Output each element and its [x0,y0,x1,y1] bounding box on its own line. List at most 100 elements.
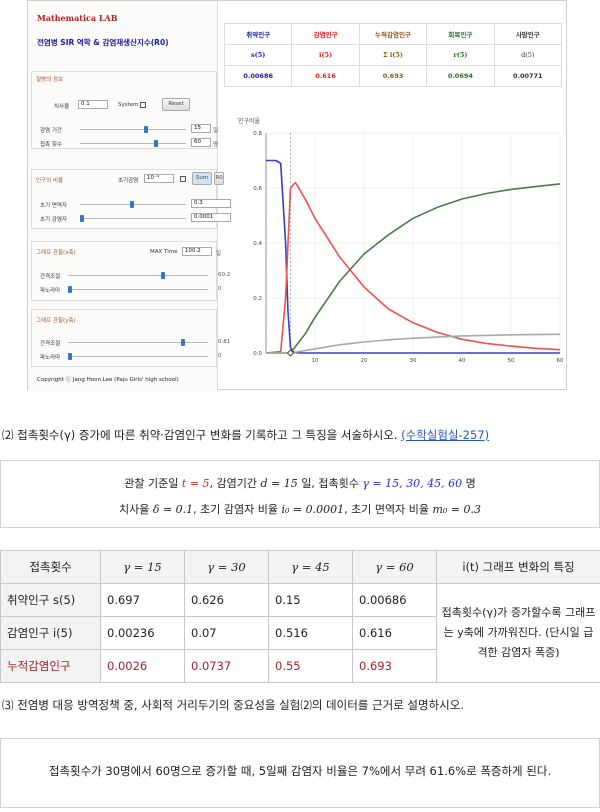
conditions-line-1: 관찰 기준일 t = 5, 감염기간 d = 15 일, 접촉횟수 γ = 15… [1,475,599,491]
fatality-input[interactable]: 0.1 [78,100,108,109]
x-interval-value: 60.2 [218,272,231,278]
x-tick-label: 60 [557,358,564,364]
infection-period-slider[interactable] [80,126,186,133]
y-tick-label: 0.6 [253,186,262,192]
cell: 0.00686 [352,583,437,617]
y-pan-slider[interactable] [68,353,208,360]
header-gamma: γ = 60 [352,550,437,584]
interval-label: 간격조절 [40,341,61,347]
sum-button[interactable]: Sum [192,172,212,185]
x-pan-slider[interactable] [68,286,208,293]
cond-delta: δ = 0.1 [152,503,194,516]
slider-thumb[interactable] [68,286,72,293]
cond-t: t = 5 [181,477,210,490]
value-i: 0.616 [291,65,360,87]
infection-period-input[interactable]: 15 [191,124,211,133]
immune-input[interactable]: 0.3 [191,199,231,208]
cond-m0: m₀ = 0.3 [432,503,482,516]
y-axis-label: 인구비율 [238,117,261,125]
slider-thumb[interactable] [144,126,148,133]
system-label: System [118,102,139,108]
header-cumulative: 누적감염인구 [358,23,428,45]
unit-person: 명 [213,142,219,148]
series-line [266,183,561,354]
sum-checkbox[interactable] [180,176,186,182]
infected-slider[interactable] [80,215,186,222]
conditions-line-2: 치사율 δ = 0.1, 초기 감염자 비율 i₀ = 0.0001, 초기 면… [1,501,599,517]
header-susceptible: 취약인구 [223,23,293,45]
sir-app-panel: Mathematica LAB 전염병 SIR 역학 & 감염재생산지수(R0)… [27,0,567,391]
series-line [265,181,561,354]
symbol-r: r(5) [426,44,495,66]
x-tick-label: 30 [410,358,417,364]
x-interval-slider[interactable] [68,272,208,279]
y-tick-label: 0.2 [253,296,262,302]
system-checkbox[interactable] [140,102,146,108]
interval-label: 간격조절 [40,274,61,280]
contact-slider[interactable] [80,140,186,147]
slider-thumb[interactable] [161,272,165,279]
unit-day: 일 [213,128,219,134]
fatality-label: 치사율 [54,104,70,110]
symbol-sum-i: Σ i(5) [358,44,428,66]
cell: 0.15 [268,583,353,617]
x-tick-label: 50 [508,358,515,364]
y-pan-value: 0 [218,353,222,359]
slider-thumb[interactable] [154,140,158,147]
answer-text: 접촉횟수가 30명에서 60명으로 증가할 때, 5일째 감염자 비율은 7%에… [48,764,552,778]
immune-slider[interactable] [80,201,186,208]
disease-info-section: 질병의 정보 치사율 0.1 System Reset 감염 기간 15 일 접… [31,71,219,149]
section-title: 질병의 정보 [36,77,64,83]
infected-input[interactable]: 0.0001 [191,213,231,222]
cond-i0: i₀ = 0.0001 [281,503,345,516]
y-axis-section: 그래프 관찰(y축) 간격조절 0.81 파노라마 0 [31,309,230,367]
time-marker-point [286,349,295,357]
unit-day: 일 [216,251,222,257]
slider-thumb[interactable] [181,339,185,346]
feature-description: 접촉횟수(γ)가 증가할수록 그래프는 y축에 가까워진다. (단시일 급격한 … [436,583,600,683]
r0-button[interactable]: R0 [214,172,224,185]
row-label: 누적감염인구 [0,649,101,683]
slider-thumb[interactable] [130,201,134,208]
answer-box [0,738,600,808]
question-2: ⑵ 접촉횟수(γ) 증가에 따른 취약·감염인구 변화를 기록하고 그 특징을 … [2,427,489,443]
cell: 0.616 [352,616,437,650]
y-tick-label: 0.0 [253,351,262,357]
x-axis-section: 그래프 관찰(x축) MAX Time 100.2 일 간격조절 60.2 파노… [31,241,230,301]
value-sum-i: 0.693 [358,65,428,87]
contact-input[interactable]: 60 [191,138,211,147]
y-interval-slider[interactable] [68,339,208,346]
symbol-s: s(5) [223,44,293,66]
reset-button[interactable]: Reset [162,98,190,111]
x-tick-label: 20 [361,358,368,364]
cell: 0.0737 [184,649,269,683]
infection-period-label: 감염 기간 [40,128,62,134]
section-title: 인구의 비율 [36,178,64,184]
app-title: 전염병 SIR 역학 & 감염재생산지수(R0) [37,38,169,47]
cond-text: , 초기 면역자 비율 [344,503,429,516]
cond-text: 치사율 [118,503,150,516]
infected-label: 초기 감염자 [40,217,68,223]
question-2-link[interactable]: (수학실험실-257) [401,428,490,442]
header-recovered: 회복인구 [426,23,495,45]
cond-text: 관찰 기준일 [124,477,179,490]
slider-thumb[interactable] [80,215,84,222]
brand-title: Mathematica LAB [37,13,118,23]
pan-label: 파노라마 [40,355,61,361]
contact-label: 접촉 횟수 [40,142,62,148]
series-line [266,333,561,354]
symbol-i: i(5) [291,44,360,66]
initial-infection-select[interactable]: 10⁻⁴ [144,174,174,183]
cell: 0.0026 [100,649,185,683]
slider-thumb[interactable] [68,353,72,360]
cond-gamma: γ = 15, 30, 45, 60 [362,477,463,490]
results-table: 취약인구 감염인구 누적감염인구 회복인구 사망인구 s(5) i(5) Σ i… [223,23,563,87]
max-time-input[interactable]: 100.2 [182,247,212,256]
header-feature: i(t) 그래프 변화의 특징 [436,550,600,584]
header-infected: 감염인구 [291,23,360,45]
conditions-box: 관찰 기준일 t = 5, 감염기간 d = 15 일, 접촉횟수 γ = 15… [0,460,600,528]
cell: 0.693 [352,649,437,683]
table-row: 누적감염인구 0.0026 0.0737 0.55 0.693 [0,649,600,683]
pan-label: 파노라마 [40,288,61,294]
y-interval-value: 0.81 [218,339,231,345]
